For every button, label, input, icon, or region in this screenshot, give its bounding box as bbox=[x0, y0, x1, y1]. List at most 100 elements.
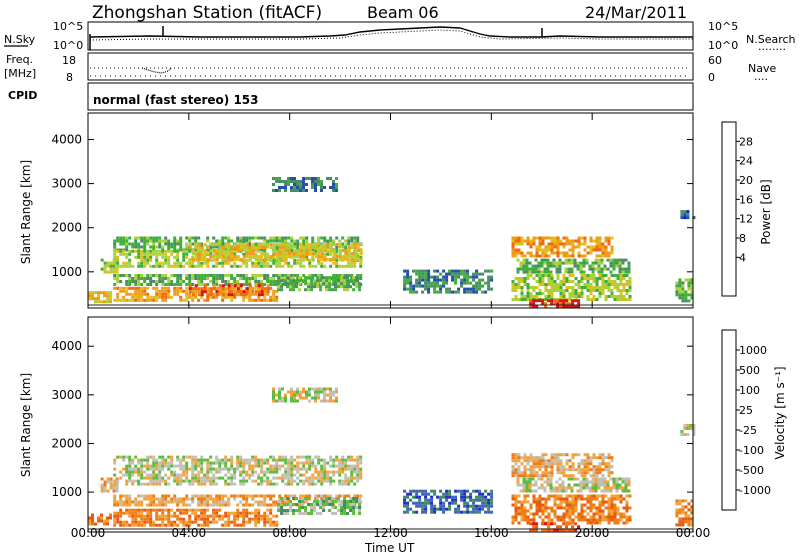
data-cell bbox=[320, 387, 323, 391]
data-cell bbox=[167, 517, 171, 521]
data-cell bbox=[272, 503, 276, 507]
data-cell bbox=[227, 517, 231, 521]
data-cell bbox=[224, 511, 228, 515]
data-cell bbox=[583, 239, 587, 243]
data-cell bbox=[131, 482, 135, 486]
data-cell bbox=[269, 467, 273, 471]
data-cell bbox=[352, 282, 356, 286]
data-cell bbox=[514, 286, 518, 289]
data-cell bbox=[275, 476, 279, 480]
data-cell bbox=[212, 243, 216, 247]
colorbar-label: 8 bbox=[739, 232, 746, 245]
data-cell bbox=[296, 277, 300, 280]
data-cell bbox=[678, 293, 682, 297]
data-cell bbox=[158, 292, 162, 296]
data-cell bbox=[610, 471, 614, 475]
data-cell bbox=[556, 453, 560, 457]
data-cell bbox=[299, 390, 302, 394]
data-cell bbox=[245, 494, 249, 498]
data-cell bbox=[287, 261, 291, 265]
data-cell bbox=[607, 254, 611, 258]
data-cell bbox=[260, 236, 264, 240]
data-cell bbox=[544, 528, 548, 532]
data-cell bbox=[143, 464, 147, 468]
data-cell bbox=[532, 497, 536, 501]
data-cell bbox=[227, 482, 231, 486]
data-cell bbox=[158, 514, 162, 518]
data-cell bbox=[684, 299, 688, 303]
data-cell bbox=[610, 292, 614, 295]
data-cell bbox=[607, 286, 611, 289]
data-cell bbox=[553, 462, 557, 466]
data-cell bbox=[445, 495, 449, 499]
data-cell bbox=[340, 282, 344, 286]
data-cell bbox=[427, 278, 431, 282]
data-cell bbox=[194, 467, 198, 471]
data-cell bbox=[323, 479, 327, 483]
data-cell bbox=[552, 261, 556, 265]
data-cell bbox=[567, 258, 571, 262]
data-cell bbox=[604, 518, 608, 522]
data-cell bbox=[347, 494, 351, 498]
data-cell bbox=[562, 465, 566, 469]
data-cell bbox=[594, 489, 598, 493]
data-cell bbox=[487, 275, 491, 279]
data-cell bbox=[251, 246, 255, 250]
data-cell bbox=[260, 248, 264, 252]
data-cell bbox=[230, 511, 234, 515]
data-cell bbox=[338, 473, 342, 477]
data-cell bbox=[323, 252, 327, 256]
data-cell bbox=[224, 473, 228, 477]
data-cell bbox=[269, 277, 273, 280]
data-cell bbox=[308, 274, 312, 277]
data-cell bbox=[200, 479, 204, 483]
data-cell bbox=[179, 242, 183, 246]
data-cell bbox=[278, 252, 282, 256]
data-cell bbox=[556, 506, 560, 510]
data-cell bbox=[490, 510, 494, 514]
data-cell bbox=[586, 506, 590, 510]
data-cell bbox=[577, 512, 581, 516]
data-cell bbox=[296, 183, 299, 186]
data-cell bbox=[280, 506, 284, 509]
data-cell bbox=[329, 258, 333, 262]
data-cell bbox=[293, 252, 297, 256]
data-cell bbox=[603, 264, 607, 268]
data-cell bbox=[463, 269, 467, 273]
data-cell bbox=[314, 252, 318, 256]
data-cell bbox=[580, 503, 584, 507]
data-cell bbox=[245, 500, 249, 504]
data-cell bbox=[347, 236, 351, 240]
data-cell bbox=[559, 459, 563, 463]
data-cell bbox=[568, 465, 572, 469]
data-cell bbox=[582, 483, 586, 487]
data-cell bbox=[574, 453, 578, 457]
data-cell bbox=[188, 258, 192, 262]
data-cell bbox=[622, 277, 626, 280]
data-cell bbox=[209, 461, 213, 465]
data-cell bbox=[690, 278, 694, 282]
data-cell bbox=[335, 387, 338, 391]
data-cell bbox=[553, 456, 557, 460]
data-cell bbox=[690, 281, 694, 285]
data-cell bbox=[532, 474, 536, 478]
data-cell bbox=[280, 285, 284, 289]
data-cell bbox=[562, 274, 566, 277]
data-cell bbox=[559, 528, 563, 532]
data-cell bbox=[571, 456, 575, 460]
data-cell bbox=[415, 290, 419, 294]
data-cell bbox=[254, 494, 258, 498]
data-cell bbox=[514, 236, 518, 240]
power-ylabel: Slant Range [km] bbox=[19, 160, 33, 264]
data-cell bbox=[547, 506, 551, 510]
data-cell bbox=[550, 292, 554, 295]
data-cell bbox=[179, 464, 183, 468]
data-cell bbox=[155, 249, 159, 253]
data-cell bbox=[314, 186, 317, 189]
data-cell bbox=[586, 283, 590, 286]
data-cell bbox=[520, 462, 524, 466]
data-cell bbox=[185, 479, 189, 483]
data-cell bbox=[161, 280, 165, 283]
data-cell bbox=[176, 239, 180, 243]
data-cell bbox=[269, 246, 273, 250]
